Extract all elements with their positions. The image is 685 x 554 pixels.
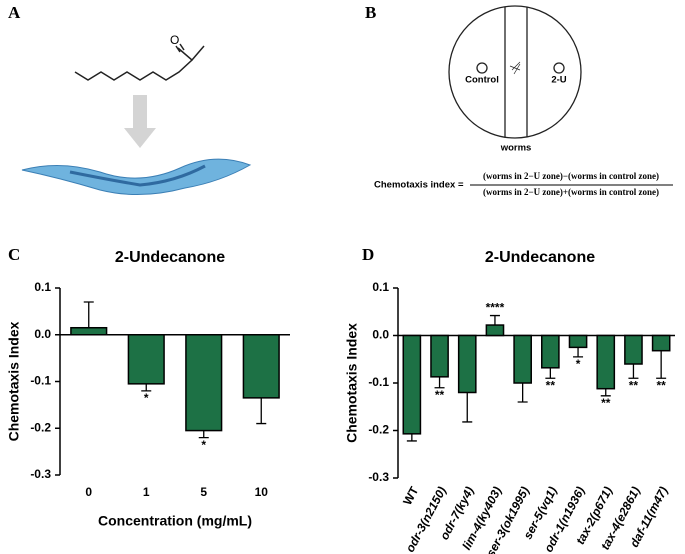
significance: ** <box>435 388 445 402</box>
bar <box>185 334 223 432</box>
panel-label: D <box>362 245 374 264</box>
arrow <box>124 95 156 148</box>
bar <box>541 334 560 369</box>
y-tick-label: -0.2 <box>368 423 389 437</box>
bar <box>242 334 280 399</box>
zone-label: Control <box>465 75 499 86</box>
y-tick-label: -0.1 <box>368 375 389 389</box>
error-bar <box>462 392 473 423</box>
error-bar <box>628 364 639 379</box>
significance: **** <box>486 301 505 315</box>
y-axis-label: Chemotaxis Index <box>344 323 360 443</box>
error-bar <box>517 383 528 403</box>
formula-numerator: (worms in 2−U zone)−(worms in control zo… <box>483 171 659 181</box>
x-tick-label: 5 <box>200 485 207 499</box>
error-bar <box>141 383 152 392</box>
bar <box>624 334 643 365</box>
y-tick-label: -0.3 <box>30 467 51 481</box>
chart-title: 2-Undecanone <box>485 249 595 266</box>
significance: ** <box>546 378 556 392</box>
significance: ** <box>656 378 666 392</box>
y-tick-label: 0.1 <box>34 280 51 294</box>
panel-label: C <box>8 245 20 264</box>
y-tick-label: -0.2 <box>30 420 51 434</box>
bar <box>513 334 532 384</box>
bar <box>127 334 165 385</box>
bar <box>457 334 477 394</box>
y-tick-label: 0.0 <box>34 327 51 341</box>
bar <box>596 334 616 390</box>
significance: ** <box>629 378 639 392</box>
zone-label: worms <box>500 143 532 154</box>
bar <box>651 334 671 352</box>
y-axis-label: Chemotaxis Index <box>6 321 22 441</box>
bar <box>485 324 505 337</box>
x-tick-label: WT <box>400 484 421 508</box>
formula-lhs: Chemotaxis index = <box>374 180 464 191</box>
significance: ** <box>601 396 611 410</box>
x-axis-label: Concentration (mg/mL) <box>98 513 252 529</box>
x-tick-label: 10 <box>255 485 269 499</box>
chart-title: 2-Undecanone <box>115 249 225 266</box>
bar <box>430 334 449 378</box>
error-bar <box>545 367 556 379</box>
error-bar <box>83 301 94 328</box>
significance: * <box>576 357 581 371</box>
error-bar <box>406 433 417 442</box>
molecule <box>74 43 205 81</box>
y-tick-label: 0.0 <box>372 328 389 342</box>
plate <box>448 5 582 139</box>
y-tick-label: -0.1 <box>30 374 51 388</box>
error-bar <box>600 388 611 397</box>
error-bar <box>256 397 267 425</box>
error-bar <box>573 347 584 358</box>
x-tick-label: 0 <box>85 485 92 499</box>
worm <box>21 158 252 195</box>
error-bar <box>198 430 209 439</box>
atom-label: O <box>170 33 179 47</box>
significance: * <box>201 438 206 452</box>
x-tick-label: 1 <box>143 485 150 499</box>
formula-denominator: (worms in 2−U zone)+(worms in control zo… <box>483 187 659 197</box>
y-tick-label: -0.3 <box>368 470 389 484</box>
error-bar <box>489 314 500 326</box>
bar <box>402 334 422 435</box>
error-bar <box>434 376 445 389</box>
panel-label: A <box>8 3 21 22</box>
bar <box>70 326 108 336</box>
panel-label: B <box>365 3 376 22</box>
y-tick-label: 0.1 <box>372 280 389 294</box>
bar <box>568 334 588 349</box>
zone-label: 2-U <box>551 75 566 86</box>
error-bar <box>656 350 667 379</box>
significance: * <box>144 391 149 405</box>
